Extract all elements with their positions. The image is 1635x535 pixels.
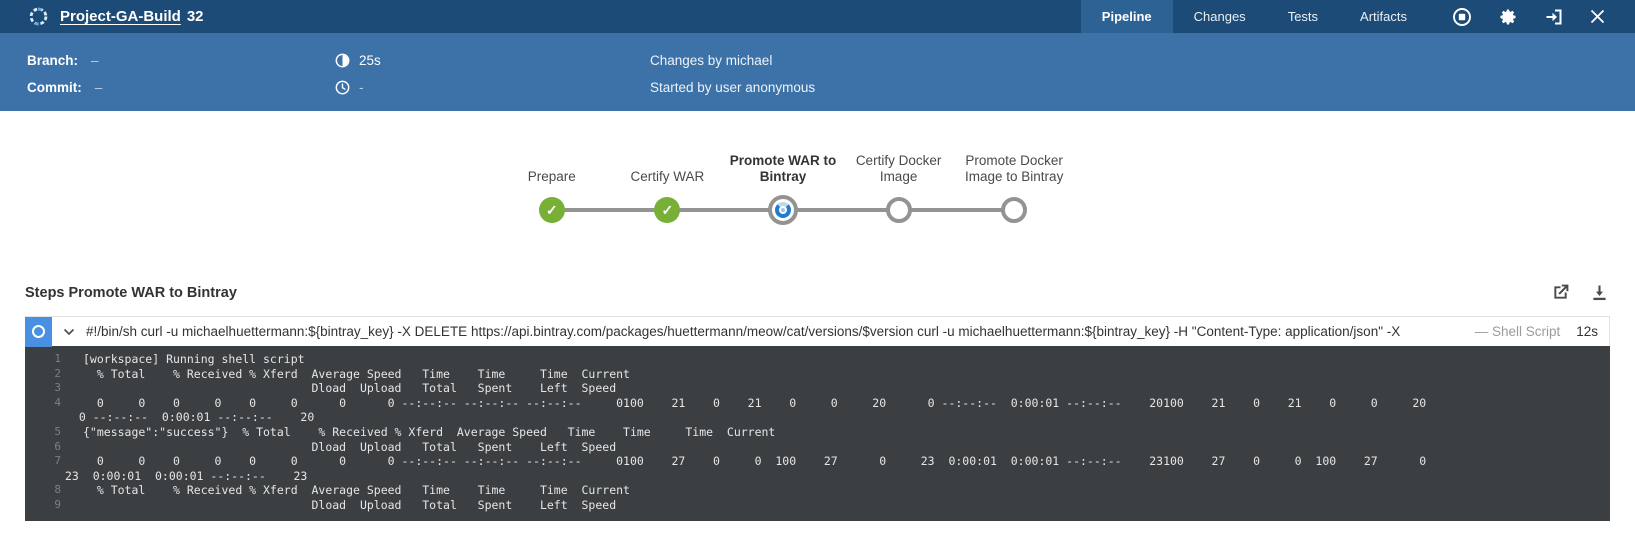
stage-label-certify-war: Certify WAR — [630, 168, 705, 184]
stage-label-prepare: Prepare — [527, 168, 576, 184]
console-line-text: 0 --:--:-- 0:00:01 --:--:-- 20 — [65, 410, 315, 425]
console-line: 9 Dload Upload Total Spent Left Speed — [25, 498, 1610, 513]
stage-node-promote-war-to-bintray[interactable] — [767, 195, 798, 225]
branch-value: – — [91, 53, 99, 68]
step-status-running-icon — [25, 316, 52, 347]
console-line: 3 Dload Upload Total Spent Left Speed — [25, 381, 1610, 396]
tab-bar: Pipeline Changes Tests Artifacts — [1080, 0, 1428, 33]
end-time-value: - — [359, 80, 364, 95]
console-line-text: [workspace] Running shell script — [83, 352, 305, 366]
console-line: 5 {"message":"success"} % Total % Receiv… — [25, 425, 1610, 440]
branch-commit-column: Branch: – Commit: – — [0, 33, 335, 111]
stop-icon — [1453, 7, 1471, 26]
console-line: 7 0 0 0 0 0 0 0 0 --:--:-- --:--:-- --:-… — [25, 454, 1610, 469]
stage-label-promote-war-to-bintray: Promote WAR to Bintray — [729, 153, 837, 184]
console-line-text: % Total % Received % Xferd Average Speed… — [83, 366, 630, 381]
stage-node-certify-war[interactable]: ✓ — [654, 197, 681, 223]
app-header: Project-GA-Build 32 Pipeline Changes Tests A… — [0, 0, 1635, 33]
logout-button[interactable] — [1544, 7, 1564, 27]
step-command-text: #!/bin/sh curl -u michaelhuettermann:${b… — [86, 324, 1401, 339]
clock-icon — [335, 80, 350, 95]
console-line-text: 0 0 0 0 0 0 0 0 --:--:-- --:--:-- --:--:… — [83, 454, 1427, 469]
download-log-button[interactable] — [1589, 282, 1610, 303]
open-log-externally-button[interactable] — [1550, 282, 1571, 303]
line-number[interactable]: 6 — [54, 439, 61, 453]
console-line-text: Dload Upload Total Spent Left Speed — [83, 497, 617, 512]
steps-actions — [1550, 282, 1610, 303]
line-number[interactable]: 3 — [54, 381, 61, 395]
console-line-text: {"message":"success"} % Total % Received… — [83, 424, 776, 439]
chevron-down-icon — [63, 328, 75, 336]
console-output: 1 [workspace] Running shell script 2 % T… — [25, 346, 1610, 521]
pipeline-graph-nodes: ✓ ✓ — [494, 192, 1072, 228]
half-circle-duration-icon — [335, 53, 350, 68]
console-line: 8 % Total % Received % Xferd Average Spe… — [25, 483, 1610, 498]
line-number[interactable]: 4 — [54, 395, 61, 409]
blueocean-logo-icon — [29, 7, 48, 26]
stage-node-prepare[interactable]: ✓ — [538, 197, 565, 223]
console-line: 4 0 0 0 0 0 0 0 0 --:--:-- --:--:-- --:-… — [25, 396, 1610, 411]
console-line: 0 --:--:-- 0:00:01 --:--:-- 20 — [25, 410, 1610, 425]
line-number[interactable]: 7 — [54, 454, 61, 468]
cause-column: Changes by michael Started by user anony… — [650, 33, 1635, 111]
console-line: 6 Dload Upload Total Spent Left Speed — [25, 440, 1610, 455]
line-number[interactable]: 8 — [54, 483, 61, 497]
logout-icon — [1546, 9, 1562, 24]
settings-button[interactable] — [1498, 7, 1518, 27]
step-row[interactable]: #!/bin/sh curl -u michaelhuettermann:${b… — [25, 316, 1610, 347]
close-icon — [1590, 9, 1605, 24]
tab-pipeline[interactable]: Pipeline — [1080, 0, 1173, 33]
stage-node-promote-docker-image-to-bintray[interactable] — [1001, 197, 1028, 223]
close-button[interactable] — [1590, 9, 1605, 24]
line-number[interactable]: 9 — [54, 497, 61, 511]
step-duration: 12s — [1576, 324, 1598, 339]
tab-artifacts[interactable]: Artifacts — [1360, 9, 1407, 24]
build-number: 32 — [186, 8, 204, 25]
console-line-text: Dload Upload Total Spent Left Speed — [83, 439, 617, 454]
pipeline-graph-labels: Prepare Certify WAR Promote WAR to Bintray… — [494, 138, 1072, 184]
console-line: 1 [workspace] Running shell script — [25, 352, 1610, 367]
console-line-text: Dload Upload Total Spent Left Speed — [83, 381, 617, 396]
stage-label-certify-docker-image: Certify Docker Image — [855, 153, 942, 184]
line-number[interactable]: 1 — [54, 352, 61, 365]
stage-label-promote-docker-image-to-bintray: Promote Docker Image to Bintray — [965, 153, 1064, 184]
commit-value: – — [94, 80, 103, 95]
stop-button[interactable] — [1452, 7, 1472, 27]
duration-value: 25s — [359, 53, 381, 68]
commit-label: Commit: — [27, 80, 82, 95]
step-type-label: — Shell Script — [1474, 324, 1561, 339]
page-title: Project-GA-Build 32 — [60, 8, 204, 25]
steps-header: Steps Promote WAR to Bintray — [25, 282, 1610, 303]
tab-tests[interactable]: Tests — [1287, 9, 1319, 24]
download-icon — [1593, 285, 1606, 301]
line-number[interactable]: 2 — [54, 366, 61, 380]
open-in-new-icon — [1554, 284, 1569, 299]
build-info-bar: Branch: – Commit: – 25s - Changes by mic… — [0, 33, 1635, 111]
console-line-text: 23 0:00:01 0:00:01 --:--:-- 23 — [65, 468, 308, 483]
console-line: 23 0:00:01 0:00:01 --:--:-- 23 — [25, 469, 1610, 484]
header-actions — [1452, 7, 1605, 27]
project-title-link[interactable]: Project-GA-Build — [60, 8, 181, 25]
console-line-text: % Total % Received % Xferd Average Speed… — [83, 483, 630, 498]
line-number[interactable]: 5 — [54, 424, 61, 438]
changes-by-text: Changes by michael — [650, 53, 773, 68]
running-spinner-icon — [774, 202, 791, 218]
stage-node-certify-docker-image[interactable] — [885, 197, 912, 223]
console-line-text: 0 0 0 0 0 0 0 0 --:--:-- --:--:-- --:--:… — [83, 395, 1427, 410]
tab-changes[interactable]: Changes — [1193, 9, 1246, 24]
gear-icon — [1500, 9, 1516, 24]
started-by-text: Started by user anonymous — [650, 80, 816, 95]
steps-section-title: Steps Promote WAR to Bintray — [25, 284, 237, 301]
branch-label: Branch: — [27, 53, 79, 68]
time-column: 25s - — [335, 33, 650, 111]
console-line: 2 % Total % Received % Xferd Average Spe… — [25, 367, 1610, 382]
